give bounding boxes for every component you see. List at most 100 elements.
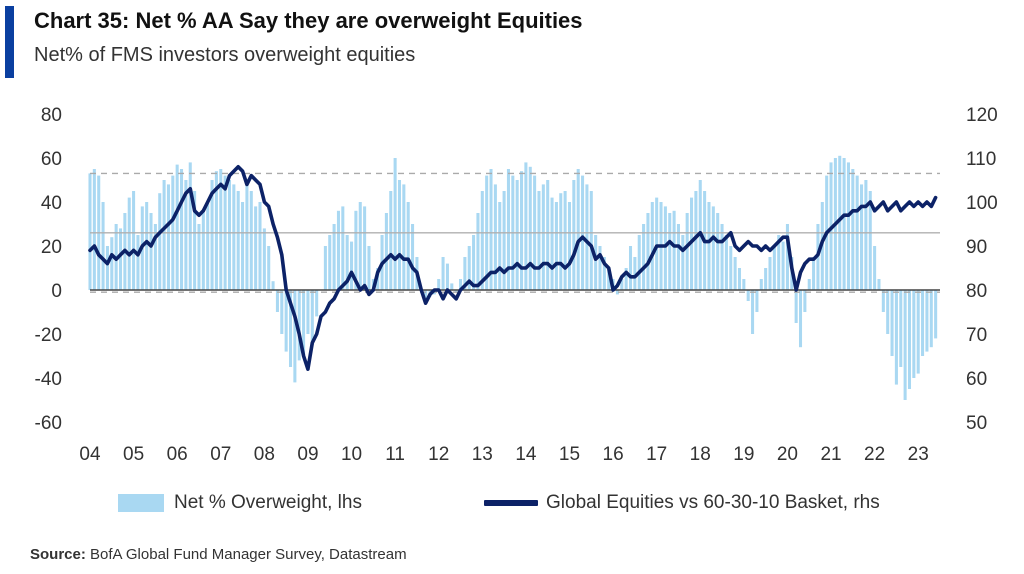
bar-150 (742, 279, 746, 290)
bar-60 (350, 241, 354, 290)
x-tick-label-05: 05 (123, 444, 144, 465)
bar-192 (925, 290, 929, 352)
bar-27 (206, 202, 210, 290)
bar-73 (406, 202, 410, 290)
bar-42 (271, 281, 275, 290)
bar-114 (585, 184, 589, 290)
bar-181 (877, 279, 881, 290)
x-tick-label-23: 23 (908, 444, 929, 465)
x-tick-label-11: 11 (385, 444, 405, 465)
left-tick-label-5: -20 (35, 325, 62, 346)
bar-146 (724, 235, 728, 290)
x-tick-label-04: 04 (79, 444, 101, 465)
bar-175 (851, 169, 855, 290)
bar-10 (132, 191, 136, 290)
bar-183 (886, 290, 890, 334)
bar-145 (720, 224, 724, 290)
bar-122 (620, 279, 624, 290)
bar-100 (524, 162, 528, 290)
x-tick-label-06: 06 (167, 444, 188, 465)
right-tick-label-5: 70 (966, 325, 987, 346)
bar-172 (838, 155, 842, 290)
x-tick-label-19: 19 (733, 444, 754, 465)
bar-38 (254, 206, 258, 290)
bar-70 (393, 158, 397, 290)
bar-163 (798, 290, 803, 348)
bar-69 (389, 191, 393, 290)
x-tick-label-18: 18 (690, 444, 711, 465)
source-text: BofA Global Fund Manager Survey, Datastr… (85, 546, 407, 563)
bar-94 (498, 202, 502, 290)
bar-119 (607, 268, 611, 290)
left-tick-label-7: -60 (35, 413, 62, 434)
bar-77 (424, 290, 428, 301)
x-tick-label-14: 14 (515, 444, 537, 465)
bar-81 (441, 257, 445, 290)
bar-34 (236, 191, 240, 290)
bar-15 (153, 224, 157, 290)
bar-88 (472, 235, 476, 290)
bar-51 (310, 290, 314, 345)
bar-30 (219, 169, 223, 290)
left-tick-label-0: 80 (41, 105, 62, 126)
bar-46 (288, 290, 293, 367)
bar-125 (633, 257, 637, 290)
bar-28 (210, 180, 214, 290)
bar-124 (628, 246, 633, 290)
bar-95 (502, 191, 506, 290)
bar-56 (332, 224, 336, 290)
bar-191 (921, 290, 925, 356)
bar-182 (881, 290, 885, 312)
legend-item-line: Global Equities vs 60-30-10 Basket, rhs (484, 492, 880, 514)
bar-190 (916, 290, 920, 374)
bar-166 (812, 257, 816, 290)
bar-9 (127, 197, 131, 290)
legend-label-line: Global Equities vs 60-30-10 Basket, rhs (546, 492, 880, 513)
bar-103 (537, 191, 541, 290)
bar-158 (777, 235, 781, 290)
bar-135 (676, 224, 680, 290)
legend-item-bars: Net % Overweight, lhs (118, 492, 362, 514)
bar-117 (598, 246, 602, 290)
bar-72 (402, 184, 406, 290)
source-label: Source: (30, 546, 86, 563)
bar-165 (807, 279, 811, 290)
bar-40 (262, 228, 266, 290)
bar-123 (624, 268, 628, 290)
bar-36 (245, 180, 249, 290)
x-tick-label-07: 07 (210, 444, 231, 465)
bar-143 (711, 206, 715, 290)
bar-108 (559, 193, 563, 290)
bar-133 (668, 213, 672, 290)
bar-49 (302, 290, 306, 356)
right-tick-label-2: 100 (966, 193, 998, 214)
bar-186 (899, 290, 903, 367)
bar-92 (489, 169, 493, 290)
bar-90 (480, 191, 484, 290)
left-tick-label-2: 40 (41, 193, 62, 214)
bar-154 (759, 279, 763, 290)
bar-55 (328, 235, 332, 290)
left-tick-label-3: 20 (41, 237, 62, 258)
bar-180 (873, 246, 877, 290)
bar-25 (197, 224, 201, 290)
bar-187 (903, 290, 907, 400)
legend-label-bars: Net % Overweight, lhs (174, 492, 362, 513)
bar-149 (737, 268, 742, 290)
bar-14 (149, 213, 153, 290)
bar-129 (650, 202, 654, 290)
title-accent-bar (5, 6, 14, 78)
bar-178 (864, 180, 868, 290)
bar-24 (193, 191, 197, 290)
bar-43 (275, 290, 279, 312)
bar-132 (663, 206, 667, 290)
x-tick-label-16: 16 (603, 444, 624, 465)
bar-32 (227, 180, 232, 290)
bar-18 (166, 184, 170, 290)
bar-87 (467, 246, 471, 290)
bar-37 (249, 191, 253, 290)
bar-39 (258, 202, 262, 290)
x-tick-label-20: 20 (777, 444, 798, 465)
bar-185 (894, 290, 898, 385)
